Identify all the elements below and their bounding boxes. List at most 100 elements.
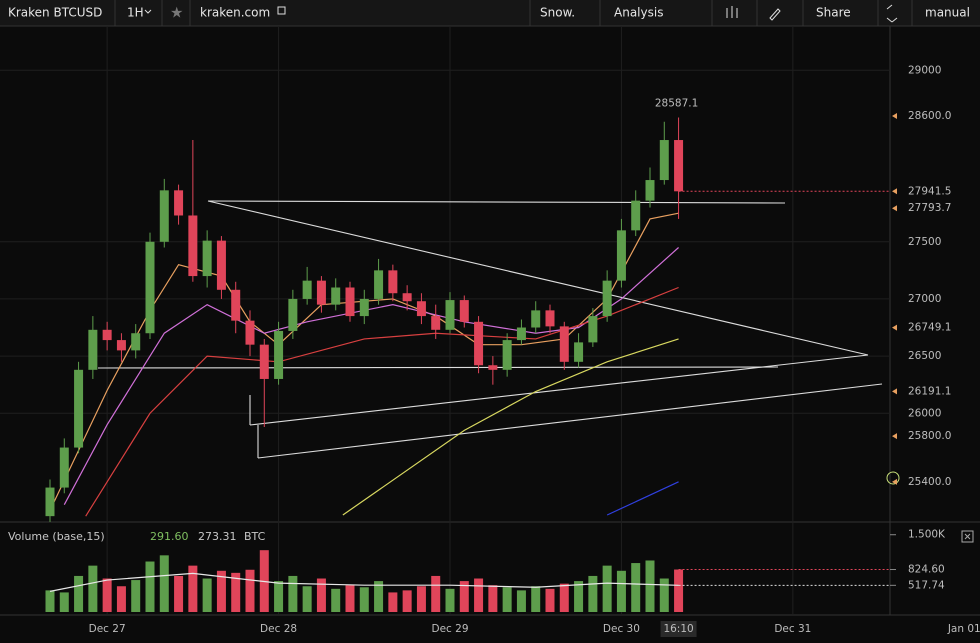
candle-body (559, 326, 569, 362)
trend-line[interactable] (257, 383, 883, 459)
volume-bar (388, 592, 398, 612)
candle-body (374, 270, 384, 299)
candle-body (331, 287, 341, 305)
candle-body (202, 240, 212, 277)
volume-bar (502, 587, 512, 612)
analysis-button[interactable]: Analysis (614, 6, 663, 20)
volume-bar (602, 565, 612, 612)
mode-button[interactable]: manual (925, 6, 970, 20)
volume-bar (202, 578, 212, 612)
volume-bar (545, 588, 555, 612)
volume-bar (159, 555, 169, 612)
volume-bar (674, 569, 684, 612)
price-marker-label: 26191.1 (908, 385, 951, 397)
time-tag: 16:10 (663, 623, 693, 635)
candle-body (88, 329, 98, 370)
price-marker-label: 27941.5 (908, 185, 951, 197)
volume-down: 273.31 (198, 530, 237, 543)
candle-body (45, 487, 55, 517)
time-tag-bg (660, 621, 697, 637)
candle-body (474, 321, 484, 366)
symbol[interactable]: Kraken BTCUSD (8, 6, 102, 20)
price-marker (892, 205, 897, 212)
price-marker-label: 27793.7 (908, 202, 951, 214)
volume-bar (474, 578, 484, 612)
volume-bar (145, 561, 155, 612)
volume-average (49, 572, 679, 592)
candle-body (116, 340, 126, 351)
volume-bar (174, 575, 184, 612)
candle-body (102, 329, 112, 341)
alert-icon[interactable] (886, 471, 900, 485)
price-marker-label: 26749.1 (908, 322, 951, 334)
volume-bar (116, 586, 126, 612)
volume-bar (574, 581, 584, 612)
moving-average (342, 338, 679, 516)
moving-average (49, 212, 679, 511)
x-tick-label: Dec 31 (774, 623, 811, 635)
volume-bar (531, 586, 541, 612)
trend-line[interactable] (207, 200, 869, 356)
candle-body (588, 316, 598, 343)
close-pane[interactable] (961, 530, 974, 543)
candle-icon[interactable] (726, 6, 738, 18)
candle-body (388, 270, 398, 294)
candle-body (645, 180, 655, 201)
price-marker (892, 113, 897, 120)
candle-body (59, 447, 69, 488)
site-link[interactable]: kraken.com (200, 6, 270, 20)
draw-icon[interactable] (769, 8, 781, 21)
price-marker-label: 28600.0 (908, 110, 951, 122)
candle-body (531, 310, 541, 328)
candle-body (316, 280, 326, 305)
volume-bar (131, 580, 141, 612)
dropdown-icon (144, 9, 152, 14)
candle-body (459, 300, 469, 322)
candle-body (245, 320, 255, 345)
volume-bar (231, 572, 241, 612)
volume-bar (345, 585, 355, 612)
volume-tick-label: 824.60 (908, 564, 945, 576)
trend-line[interactable] (249, 354, 869, 426)
volume-bar (488, 585, 498, 612)
moving-average (606, 481, 679, 516)
toolbar (0, 0, 980, 26)
candle-body (674, 140, 684, 192)
volume-bar (559, 583, 569, 612)
volume-bar (45, 590, 55, 612)
price-marker (892, 188, 897, 195)
candle-body (402, 293, 412, 302)
snow-button[interactable]: Snow. (540, 6, 575, 20)
volume-bar (316, 578, 326, 612)
price-marker-label: 25400.0 (908, 476, 951, 488)
candle-body (359, 298, 369, 317)
share-button[interactable]: Share (816, 6, 851, 20)
x-tick-label: Dec 29 (431, 623, 468, 635)
volume-bar (616, 570, 626, 612)
candle-body (445, 300, 455, 330)
candle-body (145, 241, 155, 334)
candle-body (259, 344, 269, 379)
candle-body (602, 280, 612, 317)
volume-up: 291.60 (150, 530, 189, 543)
x-tick-label: Dec 27 (89, 623, 126, 635)
volume-bar (102, 578, 112, 612)
volume-bar (431, 575, 441, 612)
star-icon[interactable]: ★ (170, 4, 183, 22)
candle-body (274, 330, 284, 379)
volume-bar (459, 581, 469, 612)
x-tick-label: Dec 28 (260, 623, 297, 635)
candle-body (288, 298, 298, 331)
candle-body (302, 280, 312, 299)
fullscreen-icon[interactable] (886, 4, 898, 23)
candle-body (216, 240, 226, 290)
volume-bar (274, 581, 284, 612)
trend-line[interactable] (207, 200, 786, 204)
volume-bar (445, 588, 455, 612)
interval[interactable]: 1H (127, 6, 144, 20)
candle-body (431, 316, 441, 330)
y-tick-label: 26000 (908, 407, 941, 419)
trend-line[interactable] (97, 366, 779, 369)
volume-bar (645, 560, 655, 612)
